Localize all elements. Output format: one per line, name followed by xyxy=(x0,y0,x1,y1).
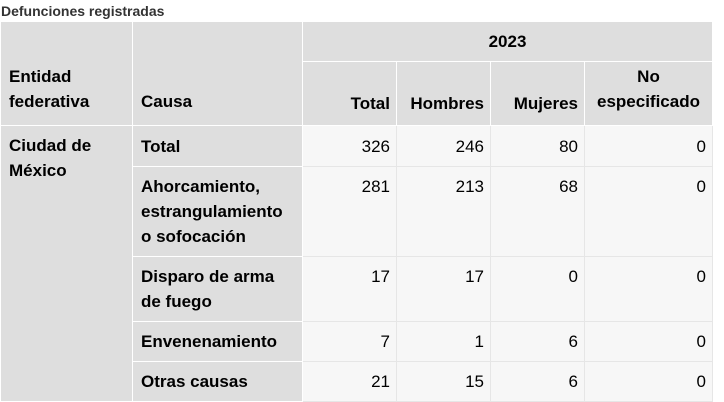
cell-mujeres: 80 xyxy=(490,125,585,167)
cell-mujeres: 6 xyxy=(490,321,585,362)
header-mujeres: Mujeres xyxy=(490,61,585,126)
cell-total: 21 xyxy=(302,361,397,402)
row-cause: Otras causas xyxy=(132,361,303,402)
cell-hombres: 17 xyxy=(396,256,491,322)
header-cause: Causa xyxy=(132,21,303,126)
header-no-especificado: No especificado xyxy=(583,61,714,126)
header-total: Total xyxy=(302,61,397,126)
cell-mujeres: 6 xyxy=(490,361,585,402)
cell-no-especificado: 0 xyxy=(583,166,714,257)
cell-hombres: 246 xyxy=(396,125,491,167)
row-cause: Disparo de arma de fuego xyxy=(132,256,303,322)
cell-mujeres: 68 xyxy=(490,166,585,257)
cell-total: 17 xyxy=(302,256,397,322)
cell-total: 326 xyxy=(302,125,397,167)
header-entity: Entidad federativa xyxy=(0,21,133,126)
deaths-table: Entidad federativa Causa 2023 Total Homb… xyxy=(0,21,714,402)
cell-no-especificado: 0 xyxy=(583,361,714,402)
cell-hombres: 213 xyxy=(396,166,491,257)
cell-hombres: 15 xyxy=(396,361,491,402)
header-year: 2023 xyxy=(301,21,714,62)
cell-total: 7 xyxy=(302,321,397,362)
cell-no-especificado: 0 xyxy=(583,321,714,362)
table-caption: Defunciones registradas xyxy=(1,3,165,19)
cell-no-especificado: 0 xyxy=(583,256,714,322)
cell-hombres: 1 xyxy=(396,321,491,362)
table-row: Ciudad de México Total 326 246 80 0 xyxy=(0,125,714,402)
table-row: Otras causas 21 15 6 0 xyxy=(1,361,714,402)
row-entity: Ciudad de México xyxy=(0,125,133,402)
row-cause: Total xyxy=(132,125,303,167)
cell-no-especificado: 0 xyxy=(583,125,714,167)
row-cause: Ahorcamiento, estrangulamiento o sofocac… xyxy=(132,166,303,257)
header-hombres: Hombres xyxy=(396,61,491,126)
cell-mujeres: 0 xyxy=(490,256,585,322)
table-row: Ahorcamiento, estrangulamiento o sofocac… xyxy=(1,166,714,257)
table-row: Disparo de arma de fuego 17 17 0 0 xyxy=(1,256,714,322)
row-cause: Envenenamiento xyxy=(132,321,303,362)
cell-total: 281 xyxy=(302,166,397,257)
